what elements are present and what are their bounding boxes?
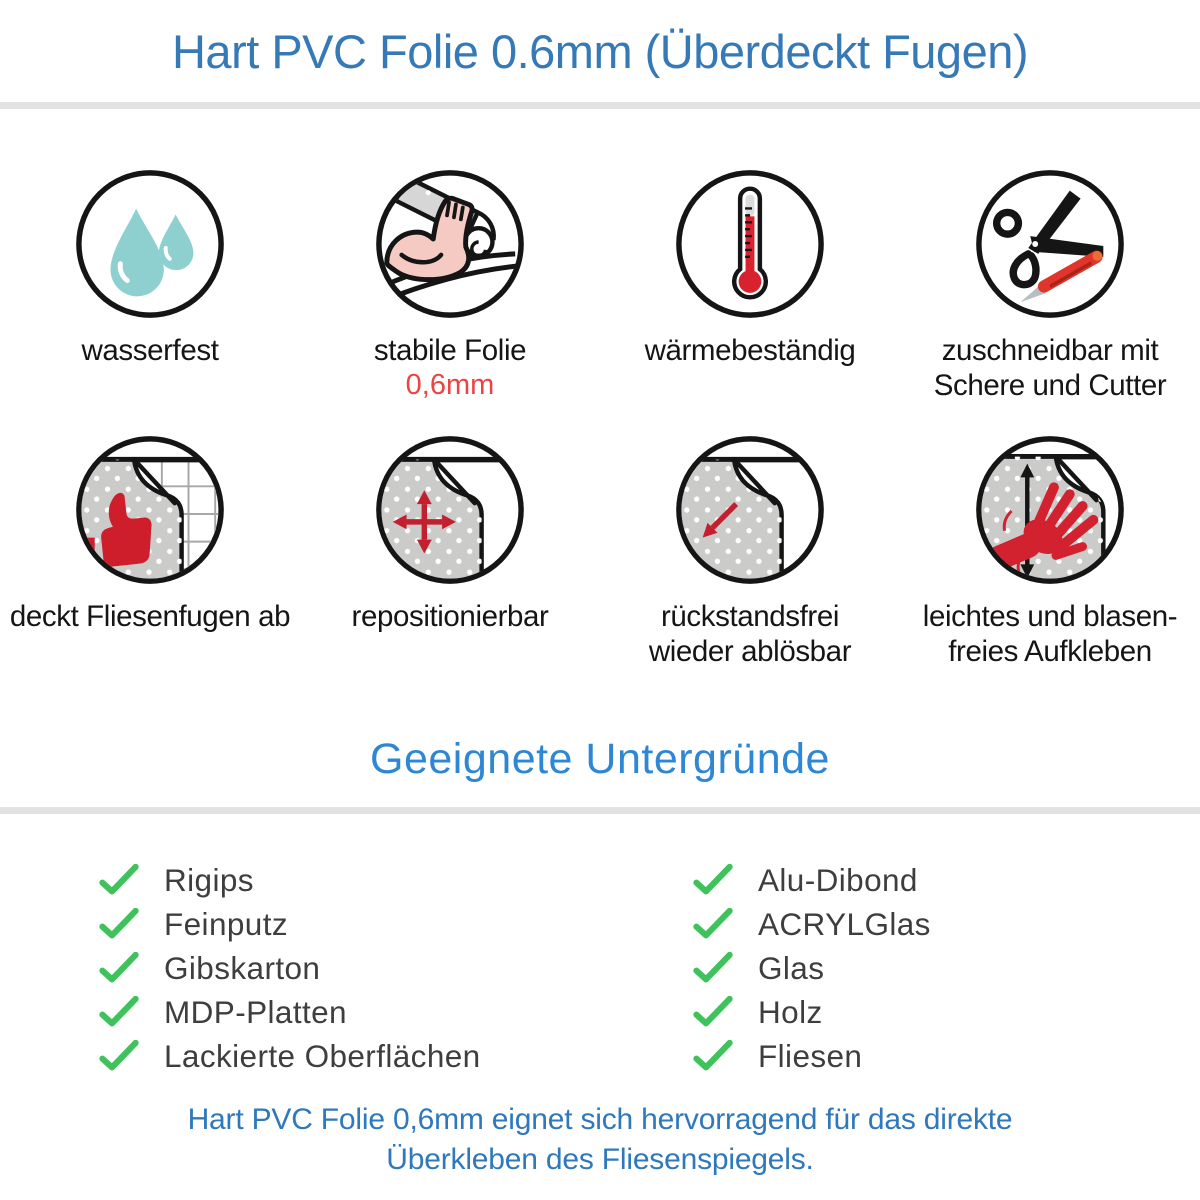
- page-title: Hart PVC Folie 0.6mm (Überdeckt Fugen): [171, 24, 1029, 78]
- feature-deckt-fliesenfugen: deckt Fliesenfugen ab: [0, 431, 300, 669]
- feature-label: leichtes und blasen-: [922, 600, 1178, 633]
- thermometer-icon: [676, 170, 824, 318]
- substrate-label: Holz: [758, 993, 823, 1030]
- substrate-label: MDP-Platten: [164, 993, 347, 1030]
- feature-repositionierbar: repositionierbar: [300, 431, 600, 669]
- foil-peel-arrow-icon: [676, 436, 824, 584]
- feature-leichtes-aufkleben: leichtes und blasen- freies Aufkleben: [900, 431, 1200, 669]
- substrate-item: Lackierte Oberflächen: [98, 1034, 692, 1078]
- feature-sublabel: 0,6mm: [405, 369, 495, 401]
- substrate-item: Holz: [692, 990, 931, 1034]
- foil-hand-smooth-icon: [976, 436, 1124, 584]
- feature-grid: wasserfest stabile Folie 0,6mm: [0, 165, 1200, 669]
- check-icon: [693, 908, 733, 939]
- footer-line-1: Hart PVC Folie 0,6mm eignet sich hervorr…: [187, 1103, 1013, 1136]
- feature-label-line2: freies Aufkleben: [948, 635, 1152, 668]
- check-icon: [693, 952, 733, 983]
- substrate-item: Feinputz: [98, 902, 692, 946]
- feature-label-line2: Schere und Cutter: [933, 369, 1167, 402]
- substrate-label: Glas: [758, 949, 825, 986]
- check-icon: [99, 952, 139, 983]
- check-icon: [99, 864, 139, 895]
- check-icon: [99, 908, 139, 939]
- substrate-item: Glas: [692, 946, 931, 990]
- feature-label: wasserfest: [81, 334, 219, 367]
- foil-thumbs-up-icon: [76, 436, 224, 584]
- substrate-label: Rigips: [164, 861, 254, 898]
- substrate-label: Gibskarton: [164, 949, 321, 986]
- check-icon: [693, 864, 733, 895]
- divider: [0, 807, 1200, 814]
- feature-label: rückstandsfrei: [660, 600, 840, 633]
- strong-arm-foil-icon: [376, 170, 524, 318]
- feature-label-line2: wieder ablösbar: [648, 635, 852, 668]
- footer-note: Hart PVC Folie 0,6mm eignet sich hervorr…: [0, 1100, 1200, 1180]
- substrates-list: Rigips Feinputz Gibskarton MDP-Platten L…: [0, 858, 1200, 1078]
- check-icon: [693, 996, 733, 1027]
- feature-waermebestaendig: wärmebeständig: [600, 165, 900, 403]
- scissors-cutter-icon: [976, 170, 1124, 318]
- page-header: Hart PVC Folie 0.6mm (Überdeckt Fugen): [0, 0, 1200, 102]
- substrate-item: Gibskarton: [98, 946, 692, 990]
- check-icon: [99, 996, 139, 1027]
- substrate-label: Feinputz: [164, 905, 289, 942]
- feature-label: deckt Fliesenfugen ab: [9, 600, 291, 633]
- substrates-title: Geeignete Untergründe: [370, 735, 830, 783]
- substrate-label: Lackierte Oberflächen: [164, 1037, 481, 1074]
- feature-label: repositionierbar: [351, 600, 549, 633]
- feature-label: stabile Folie: [373, 334, 527, 367]
- feature-zuschneidbar: zuschneidbar mit Schere und Cutter: [900, 165, 1200, 403]
- substrates-column-right: Alu-Dibond ACRYLGlas Glas Holz Fliesen: [692, 858, 931, 1078]
- check-icon: [693, 1040, 733, 1071]
- feature-label: zuschneidbar mit: [941, 334, 1159, 367]
- foil-move-arrows-icon: [376, 436, 524, 584]
- substrate-item: Rigips: [98, 858, 692, 902]
- substrate-label: Fliesen: [758, 1037, 863, 1074]
- substrate-item: Alu-Dibond: [692, 858, 931, 902]
- feature-stabile-folie: stabile Folie 0,6mm: [300, 165, 600, 403]
- feature-wasserfest: wasserfest: [0, 165, 300, 403]
- substrate-item: Fliesen: [692, 1034, 931, 1078]
- water-drops-icon: [76, 170, 224, 318]
- feature-rueckstandsfrei: rückstandsfrei wieder ablösbar: [600, 431, 900, 669]
- footer-line-2: Überkleben des Fliesenspiegels.: [386, 1143, 814, 1176]
- substrate-label: ACRYLGlas: [758, 905, 931, 942]
- substrate-item: MDP-Platten: [98, 990, 692, 1034]
- feature-label: wärmebeständig: [644, 334, 856, 367]
- substrate-label: Alu-Dibond: [758, 861, 918, 898]
- substrate-item: ACRYLGlas: [692, 902, 931, 946]
- substrates-column-left: Rigips Feinputz Gibskarton MDP-Platten L…: [98, 858, 692, 1078]
- check-icon: [99, 1040, 139, 1071]
- divider: [0, 102, 1200, 109]
